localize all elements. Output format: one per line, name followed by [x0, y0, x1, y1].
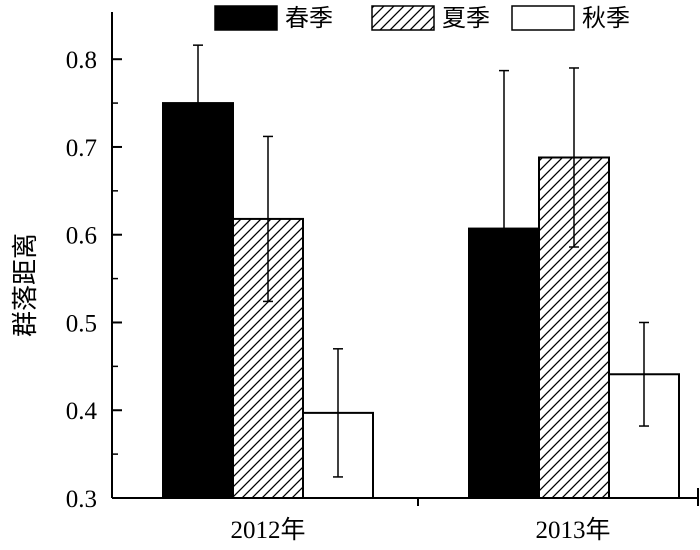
x-tick-label-2: 2013年: [535, 516, 610, 544]
legend-label-3: 秋季: [582, 4, 630, 32]
bars-layer: [162, 102, 680, 500]
legend-swatch-1: [214, 5, 278, 31]
legend-label-2: 夏季: [442, 4, 490, 32]
y-tick-label-4: 0.6: [66, 223, 97, 250]
error-bars-layer: [193, 44, 649, 478]
y-axis-label: 群落距离: [11, 233, 41, 337]
legend: 春季 夏季 秋季: [214, 4, 630, 32]
y-tick-label-2: 0.4: [66, 398, 98, 425]
x-tick-label-1: 2012年: [230, 516, 305, 544]
y-tick-label-1: 0.3: [66, 486, 97, 513]
y-tick-label-6: 0.8: [66, 47, 97, 74]
legend-swatch-2: [371, 5, 435, 31]
y-tick-label-3: 0.5: [66, 310, 97, 337]
bar-1-1: [162, 102, 234, 500]
y-tick-label-5: 0.7: [66, 135, 97, 162]
legend-label-1: 春季: [285, 4, 333, 32]
axes: 0.3 0.4 0.5 0.6 0.7 0.8 2012年 2013年: [66, 12, 699, 544]
legend-swatch-3: [511, 5, 575, 31]
